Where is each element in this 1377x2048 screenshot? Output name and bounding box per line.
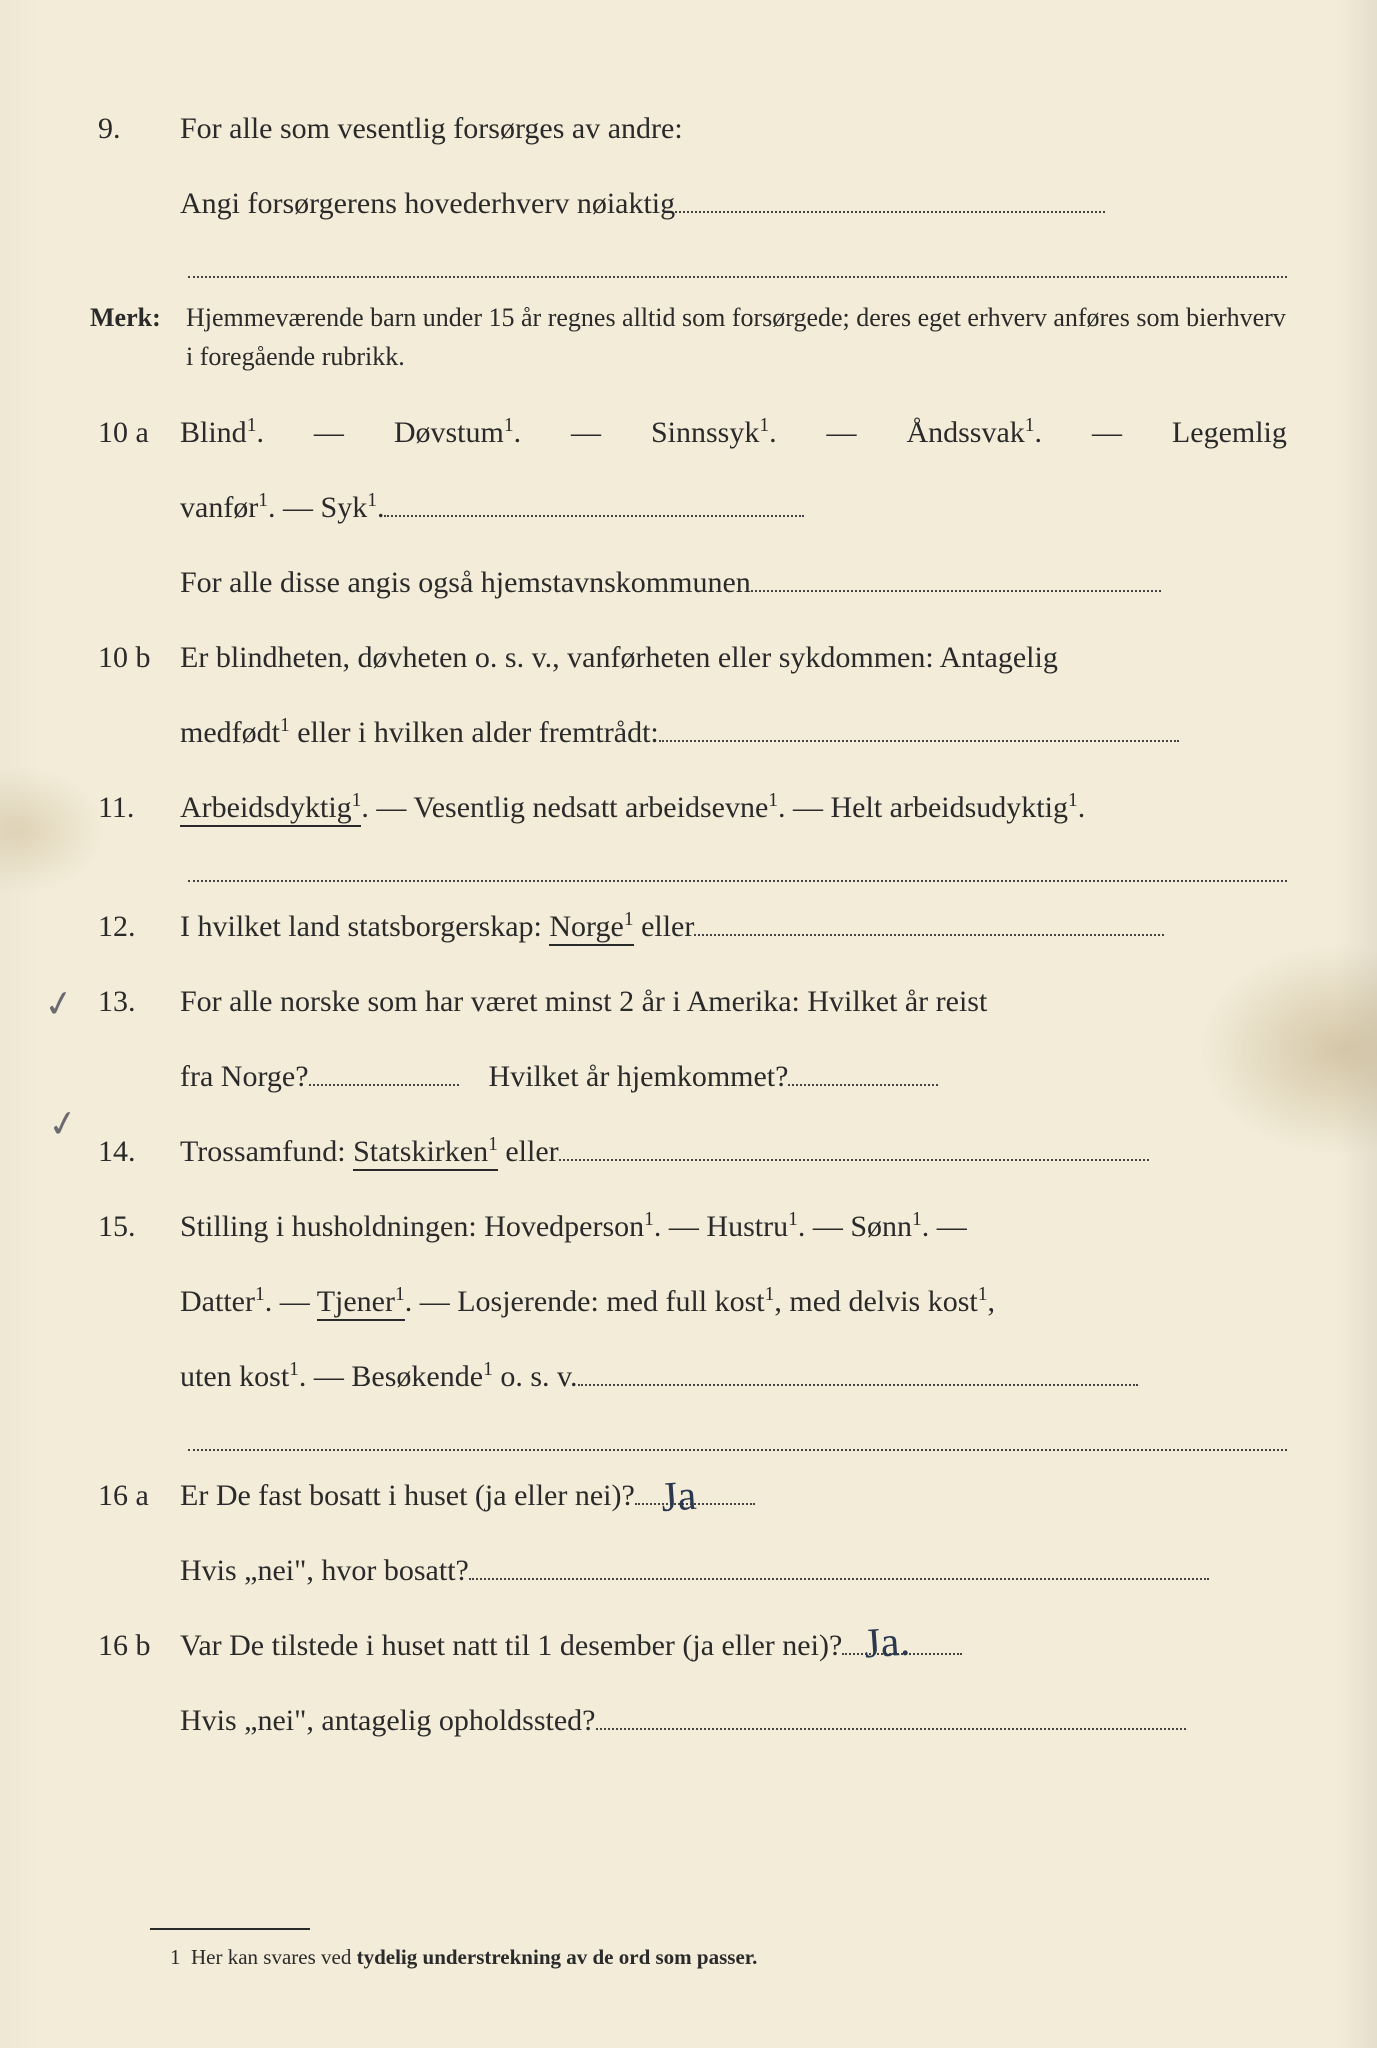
- question-14: 14. Trossamfund: Statskirken1 eller: [90, 1123, 1287, 1180]
- q15-blank[interactable]: [578, 1353, 1138, 1386]
- question-9-line2: Angi forsørgerens hovederhverv nøiaktig: [90, 175, 1287, 232]
- question-16a: 16 a Er De fast bosatt i huset (ja eller…: [90, 1467, 1287, 1524]
- footnote-text: 1 Her kan svares ved tydelig understrekn…: [90, 1938, 1287, 1978]
- q10a-blank2[interactable]: [751, 559, 1161, 592]
- form-page: 9. For alle som vesentlig forsørges av a…: [0, 0, 1377, 2048]
- question-9: 9. For alle som vesentlig forsørges av a…: [90, 100, 1287, 157]
- q15-number: 15.: [90, 1198, 180, 1255]
- q16b-number: 16 b: [90, 1617, 180, 1674]
- q12-blank[interactable]: [694, 903, 1164, 936]
- q9-full-line[interactable]: [188, 250, 1287, 278]
- q16a-blank2[interactable]: [469, 1547, 1209, 1580]
- check-mark-13: ✓: [38, 968, 80, 1041]
- question-16b: 16 b Var De tilstede i huset natt til 1 …: [90, 1617, 1287, 1674]
- q10b-number: 10 b: [90, 629, 180, 686]
- check-mark-14: ✓: [42, 1088, 84, 1161]
- question-10a: 10 a Blind1. — Døvstum1. — Sinnssyk1. — …: [90, 404, 1287, 461]
- q14-number: 14.: [90, 1123, 180, 1180]
- footnote-rule: [150, 1928, 310, 1930]
- q9-line1: For alle som vesentlig forsørges av andr…: [180, 112, 683, 145]
- question-13: 13. For alle norske som har været minst …: [90, 973, 1287, 1030]
- q11-full-line[interactable]: [188, 854, 1287, 882]
- q12-opt1[interactable]: Norge1: [549, 910, 633, 946]
- footnote-area: 1 Her kan svares ved tydelig understrekn…: [90, 1928, 1287, 1978]
- q12-number: 12.: [90, 898, 180, 955]
- question-10a-line3: For alle disse angis også hjemstavnskomm…: [90, 554, 1287, 611]
- q13-number: 13.: [90, 973, 180, 1030]
- q16b-answer: Ja.: [862, 1603, 913, 1686]
- q14-opt1[interactable]: Statskirken1: [353, 1135, 498, 1171]
- question-12: 12. I hvilket land statsborgerskap: Norg…: [90, 898, 1287, 955]
- question-15: 15. Stilling i husholdningen: Hovedperso…: [90, 1198, 1287, 1255]
- q10b-blank[interactable]: [659, 709, 1179, 742]
- question-10a-line2: vanfør1. — Syk1.: [90, 479, 1287, 536]
- q11-opt1[interactable]: Arbeidsdyktig1: [180, 791, 361, 827]
- question-16a-line2: Hvis „nei", hvor bosatt?: [90, 1542, 1287, 1599]
- q16a-answer: Ja: [658, 1457, 698, 1539]
- question-15-line2: Datter1. — Tjener1. — Losjerende: med fu…: [90, 1273, 1287, 1330]
- q11-number: 11.: [90, 779, 180, 836]
- question-10b-line2: medfødt1 eller i hvilken alder fremtrådt…: [90, 704, 1287, 761]
- question-11: 11. Arbeidsdyktig1. — Vesentlig nedsatt …: [90, 779, 1287, 836]
- q9-number: 9.: [90, 100, 180, 157]
- q9-content: For alle som vesentlig forsørges av andr…: [180, 100, 1287, 157]
- question-10b: 10 b Er blindheten, døvheten o. s. v., v…: [90, 629, 1287, 686]
- q9-line2: Angi forsørgerens hovederhverv nøiaktig: [180, 187, 675, 220]
- q15-full-line[interactable]: [188, 1423, 1287, 1451]
- question-15-line3: uten kost1. — Besøkende1 o. s. v.: [90, 1348, 1287, 1405]
- q13-blank2[interactable]: [788, 1053, 938, 1086]
- q14-blank[interactable]: [559, 1128, 1149, 1161]
- q9-blank[interactable]: [675, 180, 1105, 213]
- q10a-number: 10 a: [90, 404, 180, 461]
- merk-note: Merk: Hjemmeværende barn under 15 år reg…: [90, 298, 1287, 376]
- q13-blank1[interactable]: [309, 1053, 459, 1086]
- q10a-blank[interactable]: [384, 484, 804, 517]
- merk-label: Merk:: [90, 298, 186, 376]
- q16b-blank1[interactable]: Ja.: [842, 1622, 962, 1655]
- merk-text: Hjemmeværende barn under 15 år regnes al…: [186, 298, 1287, 376]
- q15-tjener[interactable]: Tjener1: [317, 1285, 405, 1321]
- q16a-number: 16 a: [90, 1467, 180, 1524]
- q16a-blank1[interactable]: Ja: [635, 1472, 755, 1505]
- question-16b-line2: Hvis „nei", antagelig opholdssted?: [90, 1692, 1287, 1749]
- question-13-line2: fra Norge? Hvilket år hjemkommet?: [90, 1048, 1287, 1105]
- q16b-blank2[interactable]: [596, 1697, 1186, 1730]
